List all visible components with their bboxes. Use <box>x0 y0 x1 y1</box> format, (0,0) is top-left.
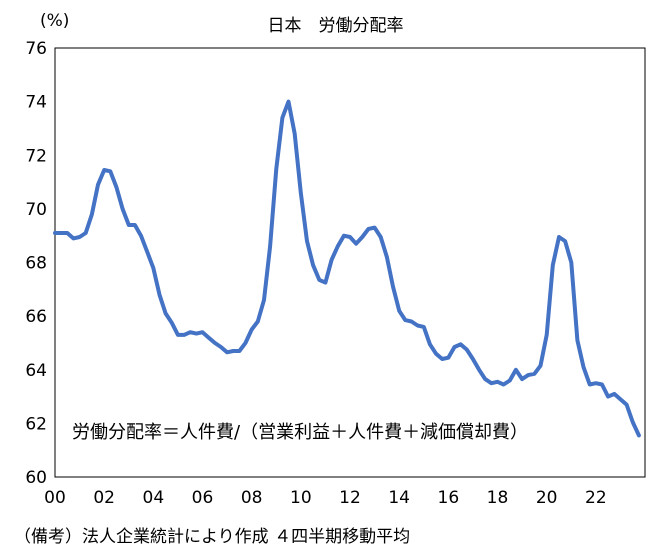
series-line <box>53 99 641 438</box>
x-tick-label: 20 <box>536 488 558 508</box>
x-tick-label: 22 <box>585 488 607 508</box>
series-group <box>53 99 641 438</box>
y-tick-label: 70 <box>25 200 47 220</box>
x-tick-label: 02 <box>93 488 115 508</box>
source-note: （備考）法人企業統計により作成 ４四半期移動平均 <box>14 527 411 547</box>
x-tick-label: 12 <box>339 488 361 508</box>
y-tick-label: 64 <box>25 361 47 381</box>
y-tick-label: 76 <box>25 39 47 59</box>
chart-title: 日本 労働分配率 <box>267 16 404 36</box>
x-tick-label: 10 <box>290 488 312 508</box>
x-tick-label: 14 <box>388 488 410 508</box>
x-tick-label: 06 <box>192 488 214 508</box>
x-tick-label: 18 <box>487 488 509 508</box>
x-tick-label: 04 <box>143 488 165 508</box>
plot-area-border <box>54 47 646 478</box>
x-tick-label: 08 <box>241 488 263 508</box>
x-tick-label: 00 <box>44 488 66 508</box>
y-tick-label: 66 <box>25 307 47 327</box>
y-tick-label: 60 <box>25 468 47 488</box>
x-axis-ticks: 00 02 04 06 08 10 12 14 16 18 20 22 <box>44 488 606 508</box>
y-tick-label: 68 <box>25 254 47 274</box>
y-axis-ticks: 60 62 64 66 68 70 72 74 76 <box>25 39 47 488</box>
y-tick-label: 74 <box>25 93 47 113</box>
y-tick-label: 72 <box>25 146 47 166</box>
y-axis-unit-label: (%) <box>40 11 70 31</box>
x-tick-label: 16 <box>438 488 460 508</box>
y-tick-label: 62 <box>25 414 47 434</box>
formula-annotation: 労働分配率＝人件費/（営業利益＋人件費＋減価償却費） <box>72 422 529 443</box>
